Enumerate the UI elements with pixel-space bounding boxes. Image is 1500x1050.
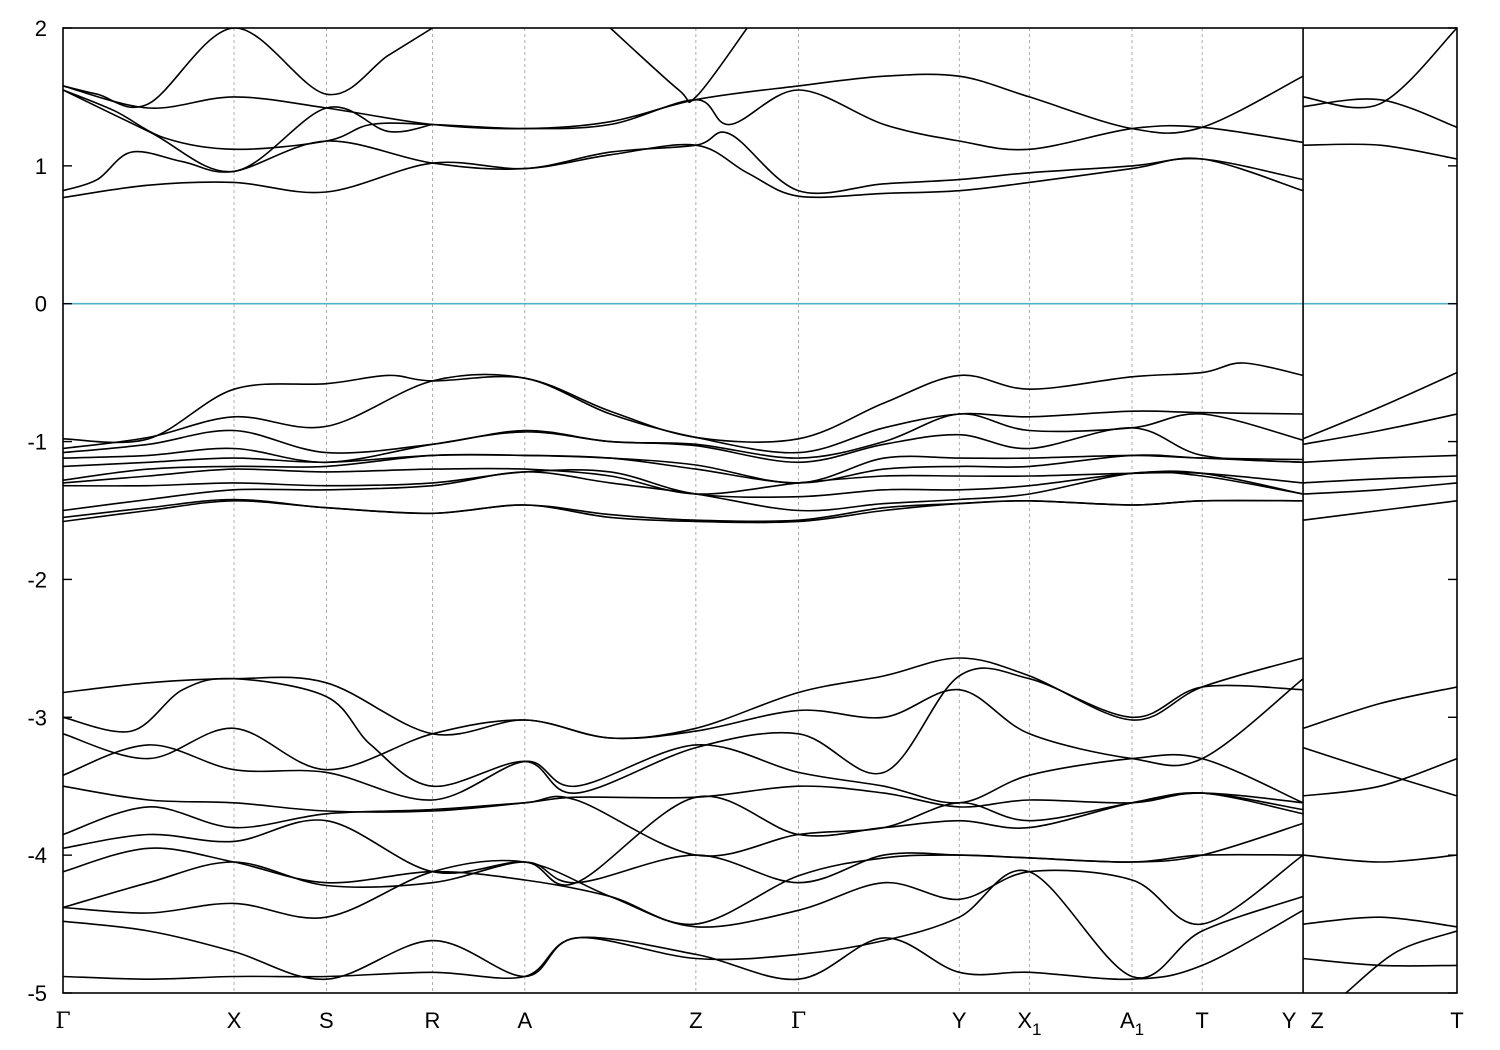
band-line: [1303, 757, 1457, 797]
x-tick-label: Z: [689, 1008, 702, 1033]
band-line: [63, 362, 1304, 444]
y-tick-label: 0: [35, 292, 47, 317]
band-line: [1303, 454, 1457, 464]
band-line: [63, 467, 1304, 495]
band-line: [1303, 475, 1457, 484]
band-line: [63, 373, 1304, 454]
band-line: [1302, 746, 1457, 797]
band-line: [63, 657, 1304, 740]
band-line: [1302, 686, 1457, 730]
band-line: [63, 89, 1304, 151]
band-line: [63, 909, 1304, 981]
x-tick-label: T: [1450, 1008, 1463, 1033]
band-line: [63, 143, 1304, 199]
x-axis: Γ X S R A Z Γ Y X1 A1 T Y Z T: [55, 1008, 1463, 1039]
y-tick-label: -1: [27, 430, 47, 455]
band-line: [1303, 98, 1457, 129]
band-curves: [63, 28, 1457, 993]
x-tick-label: S: [319, 1008, 334, 1033]
band-line: [609, 28, 748, 104]
band-line: [1303, 957, 1457, 967]
band-line: [1303, 916, 1457, 928]
band-line: [63, 89, 433, 173]
band-line: [63, 854, 1304, 928]
x-tick-label: Z: [1310, 1008, 1323, 1033]
band-line: [63, 426, 1304, 464]
band-line: [1303, 854, 1457, 863]
band-line: [63, 73, 1304, 134]
x-tick-label: Y: [952, 1008, 967, 1033]
band-line: [63, 453, 1304, 484]
plot-frame: [62, 27, 1458, 994]
x-tick-label: A: [517, 1008, 532, 1033]
band-line: [1303, 482, 1457, 495]
y-tick-label: -2: [27, 567, 47, 592]
y-tick-label: -3: [27, 705, 47, 730]
k-point-grid: [233, 28, 1304, 993]
band-line: [1345, 930, 1457, 993]
x-tick-label: Γ: [791, 1009, 806, 1034]
band-line: [63, 869, 1304, 981]
y-tick-label: 1: [35, 154, 47, 179]
x-tick-label: X1: [1017, 1008, 1041, 1039]
band-line: [63, 471, 1304, 512]
band-line: [63, 678, 1304, 771]
x-tick-label: Y: [1282, 1008, 1297, 1033]
y-tick-label: -4: [27, 843, 47, 868]
band-line: [1302, 371, 1457, 440]
band-line: [1303, 143, 1457, 160]
band-line: [63, 792, 1304, 886]
y-axis: 2 1 0 -1 -2 -3 -4 -5: [27, 16, 1457, 1006]
band-line: [63, 453, 1304, 484]
band-line: [1302, 500, 1457, 521]
band-line: [1303, 28, 1457, 109]
x-tick-label: T: [1195, 1008, 1208, 1033]
x-tick-label: X: [227, 1008, 242, 1033]
band-line: [63, 413, 1304, 459]
y-tick-label: 2: [35, 16, 47, 41]
band-line: [63, 667, 1304, 794]
x-tick-label: Γ: [55, 1009, 70, 1034]
band-line: [63, 498, 1304, 523]
band-line: [63, 744, 1304, 804]
band-line: [1302, 413, 1457, 446]
x-tick-label: R: [425, 1008, 441, 1033]
band-line: [63, 852, 1304, 909]
band-line: [63, 28, 433, 109]
x-tick-label: A1: [1120, 1008, 1144, 1039]
band-line: [63, 131, 1304, 195]
y-tick-label: -5: [27, 981, 47, 1006]
band-line: [63, 785, 1304, 813]
band-line: [63, 499, 1304, 524]
